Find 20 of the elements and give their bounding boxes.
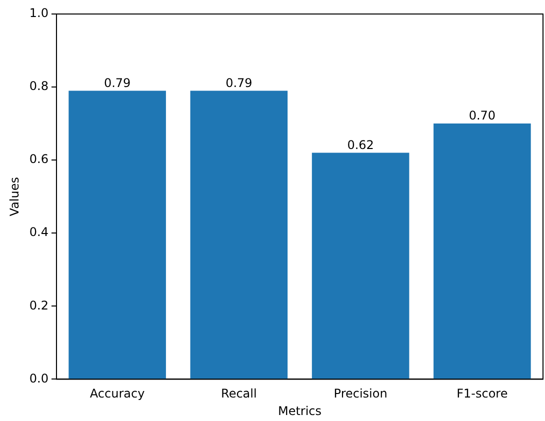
data-label: 0.79 [104,76,131,90]
bar [68,90,166,379]
y-tick-label: 1.0 [29,6,48,20]
x-axis-title: Metrics [278,404,322,418]
y-axis-title: Values [7,176,22,216]
bar [434,124,531,379]
data-label: 0.62 [347,138,374,152]
data-label: 0.70 [468,108,496,123]
y-tick-label: 0.2 [29,298,48,312]
x-tick-label: Recall [221,386,257,401]
y-tick-label: 0.4 [29,225,48,240]
x-tick-label: Accuracy [90,386,145,401]
data-label: 0.79 [226,76,252,90]
x-tick-label: F1-score [456,386,508,401]
y-tick-label: 0.6 [29,152,48,166]
y-tick-label: 0.8 [29,79,48,94]
bar [190,90,288,379]
x-tick-label: Precision [334,386,388,401]
y-tick-label: 0.0 [29,371,48,386]
bar [312,152,410,379]
